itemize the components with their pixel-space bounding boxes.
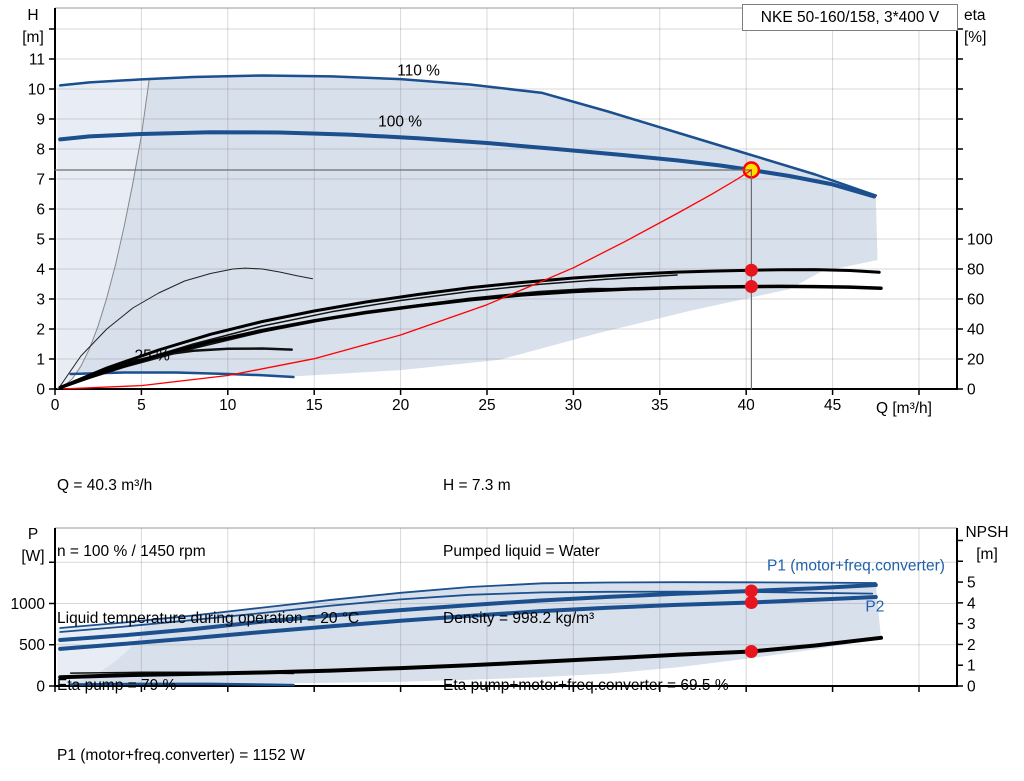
x-tick-label: 45 [824,397,841,414]
info-line-p1: P1 (motor+freq.converter) = 1152 W [57,746,305,764]
left-tick-label: 2 [36,322,45,339]
left-tick-label: 3 [36,292,45,309]
curve-label: 25 % [134,348,170,365]
info-line-eta-pump: Eta pump = 79 % [57,677,177,695]
y-axis-label-eta: eta [%] [964,5,1014,49]
x-axis-label-flow: Q [m³/h] [876,400,932,417]
power-info: P1 (motor+freq.converter) = 1152 W P2 = … [57,700,305,781]
info-line-eta-total: Eta pump+motor+freq.converter = 69.5 % [443,677,729,695]
p-curve-25 [69,682,295,687]
npsh-axis-unit: [m] [976,546,998,563]
left-tick-label: 9 [36,112,45,129]
x-tick-label: 0 [51,397,60,414]
curve-label: P1 (motor+freq.converter) [767,557,945,574]
curve-label: 110 % [397,63,440,80]
left-tick-label: 0 [36,679,45,696]
x-tick-label: 15 [306,397,323,414]
left-tick-label: 1 [36,352,45,369]
right-tick-label: 0 [967,382,976,399]
right-tick-label: 5 [967,575,976,592]
left-tick-label: 5 [36,232,45,249]
right-tick-label: 0 [967,679,976,696]
qh-curve-25 [69,371,295,379]
right-tick-label: 20 [967,352,985,369]
left-tick-label: 11 [29,52,45,69]
curve-label: 100 % [378,114,422,131]
info-line-density: Density = 998.2 kg/m³ [443,610,595,628]
right-tick-label: 40 [967,322,985,339]
right-tick-label: 1 [967,658,976,675]
duty-dot [744,584,758,598]
duty-info-left: Q = 40.3 m³/h n = 100 % / 1450 rpm Liqui… [57,430,359,742]
left-tick-label: 500 [19,637,45,654]
x-tick-label: 35 [651,397,668,414]
duty-info-right: H = 7.3 m Pumped liquid = Water Density … [443,430,729,742]
x-tick-label: 40 [738,397,756,414]
p-axis-symbol: P [27,526,39,543]
y-axis-label-power: P [W] [14,524,52,568]
eta-total-curve [58,284,883,390]
left-tick-label: 8 [36,142,45,159]
left-tick-label: 0 [36,382,45,399]
eta-pump-curve [58,268,881,389]
duty-dot [744,280,758,294]
left-tick-label: 7 [36,172,45,189]
right-tick-label: 4 [967,595,976,612]
x-tick-label: 5 [137,397,146,414]
x-tick-label: 30 [565,397,583,414]
info-line-q: Q = 40.3 m³/h [57,476,153,494]
x-tick-label: 20 [392,397,410,414]
duty-dot [744,263,758,277]
info-line-head: H = 7.3 m [443,476,511,494]
qh-curve-100 [58,130,877,199]
qh-curve-110 [58,74,878,197]
info-line-temperature: Liquid temperature during operation = 20… [57,610,360,628]
system-curve [62,169,753,390]
left-tick-label: 10 [28,82,46,99]
duty-dot [744,596,758,610]
x-tick-label: 10 [219,397,237,414]
eta-curve-small-arc [59,267,313,387]
left-tick-label: 6 [36,202,45,219]
eta-axis-unit: [%] [964,29,987,46]
left-tick-label: 1000 [11,596,46,613]
info-line-speed: n = 100 % / 1450 rpm [57,543,206,561]
p1-curve-110 [59,581,877,629]
curve-label: P2 [865,599,884,616]
right-tick-label: 2 [967,637,976,654]
operating-envelope [57,75,878,380]
y-axis-label-npsh: NPSH [m] [958,522,1016,566]
right-tick-label: 60 [967,292,985,309]
eta-axis-symbol: eta [964,7,986,24]
x-tick-label: 25 [478,397,495,414]
duty-dot [744,644,758,658]
npsh-axis-symbol: NPSH [965,524,1009,541]
left-tick-label: 4 [36,262,45,279]
min-flow-line [57,78,150,389]
pump-title-box: NKE 50-160/158, 3*400 V [742,4,958,31]
right-tick-label: 80 [967,262,985,279]
p-axis-unit: [W] [21,548,45,565]
right-tick-label: 100 [967,232,993,249]
h-axis-symbol: H [27,7,39,24]
right-tick-label: 3 [967,616,976,633]
min-flow-wedge [57,79,150,389]
h-axis-unit: [m] [22,29,44,46]
info-line-liquid: Pumped liquid = Water [443,543,600,561]
y-axis-label-head: H [m] [14,5,52,49]
